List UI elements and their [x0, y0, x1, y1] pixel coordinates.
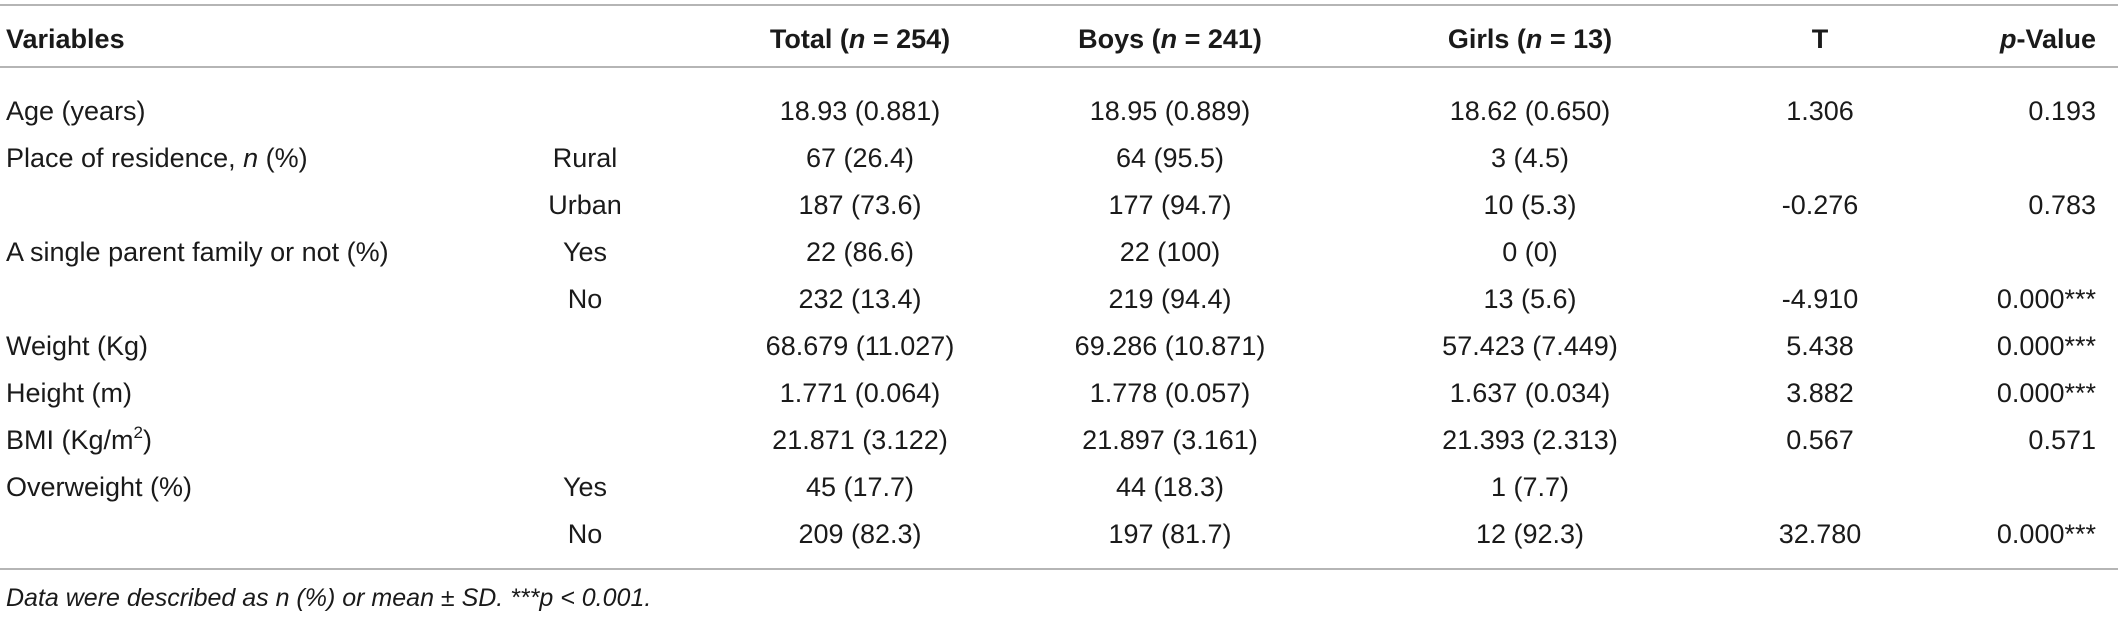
table-row: Place of residence, n (%) Rural 67 (26.4… [0, 135, 2118, 182]
row-total: 22 (86.6) [805, 237, 915, 267]
row-girls: 0 (0) [1502, 237, 1558, 267]
row-subgroup: Yes [562, 237, 608, 267]
row-total: 209 (82.3) [798, 519, 922, 549]
table-row: Urban 187 (73.6) 177 (94.7) 10 (5.3) -0.… [0, 182, 2118, 229]
row-girls: 21.393 (2.313) [1442, 425, 1618, 455]
row-boys: 69.286 (10.871) [1074, 331, 1266, 361]
row-subgroup: Urban [548, 190, 622, 220]
row-subgroup: No [567, 284, 603, 314]
row-subgroup: Yes [562, 472, 608, 502]
table-footnote: Data were described as n (%) or mean ± S… [6, 584, 652, 612]
table-row: No 232 (13.4) 219 (94.4) 13 (5.6) -4.910… [0, 276, 2118, 323]
row-girls: 1 (7.7) [1490, 472, 1570, 502]
row-p: 0.000*** [1996, 284, 2096, 314]
row-variable: Age (years) [6, 96, 146, 126]
header-p-value: p-Value [1999, 24, 2096, 54]
row-p: 0.783 [2028, 190, 2096, 220]
table-header-rule [0, 66, 2118, 68]
header-boys: Boys (n = 241) [1078, 24, 1262, 54]
row-total: 68.679 (11.027) [765, 331, 955, 361]
table-row: BMI (Kg/m2) 21.871 (3.122) 21.897 (3.161… [0, 417, 2118, 464]
row-t: 3.882 [1786, 378, 1854, 408]
row-variable: Height (m) [6, 378, 133, 408]
row-girls: 3 (4.5) [1490, 143, 1570, 173]
row-p: 0.000*** [1996, 519, 2096, 549]
table-row: A single parent family or not (%) Yes 22… [0, 229, 2118, 276]
row-variable: BMI (Kg/m2) [6, 423, 152, 455]
row-p: 0.193 [2028, 96, 2096, 126]
row-p: 0.000*** [1996, 331, 2096, 361]
row-boys: 64 (95.5) [1115, 143, 1225, 173]
row-total: 18.93 (0.881) [779, 96, 941, 126]
row-boys: 18.95 (0.889) [1089, 96, 1251, 126]
header-girls: Girls (n = 13) [1447, 24, 1613, 54]
row-t: -4.910 [1781, 284, 1859, 314]
row-boys: 21.897 (3.161) [1082, 425, 1258, 455]
row-subgroup: No [567, 519, 603, 549]
row-subgroup: Rural [552, 143, 618, 173]
row-variable: Weight (Kg) [6, 331, 149, 361]
row-total: 187 (73.6) [798, 190, 922, 220]
table-row: Age (years) 18.93 (0.881) 18.95 (0.889) … [0, 88, 2118, 135]
row-t: 5.438 [1786, 331, 1854, 361]
row-girls: 18.62 (0.650) [1449, 96, 1611, 126]
row-girls: 1.637 (0.034) [1449, 378, 1611, 408]
table-row: Height (m) 1.771 (0.064) 1.778 (0.057) 1… [0, 370, 2118, 417]
row-variable: Place of residence, n (%) [6, 143, 308, 173]
row-total: 21.871 (3.122) [772, 425, 948, 455]
row-total: 45 (17.7) [805, 472, 915, 502]
row-total: 67 (26.4) [805, 143, 915, 173]
row-variable: Overweight (%) [6, 472, 193, 502]
row-p: 0.000*** [1996, 378, 2096, 408]
row-girls: 13 (5.6) [1483, 284, 1577, 314]
row-boys: 22 (100) [1119, 237, 1221, 267]
table-bottom-rule [0, 568, 2118, 570]
header-variables: Variables [6, 24, 125, 54]
row-girls: 12 (92.3) [1475, 519, 1585, 549]
row-total: 1.771 (0.064) [779, 378, 941, 408]
table-top-rule [0, 4, 2118, 6]
row-boys: 197 (81.7) [1108, 519, 1232, 549]
row-boys: 44 (18.3) [1115, 472, 1225, 502]
row-boys: 219 (94.4) [1108, 284, 1232, 314]
row-total: 232 (13.4) [798, 284, 922, 314]
row-p: 0.571 [2028, 425, 2096, 455]
table-row: Overweight (%) Yes 45 (17.7) 44 (18.3) 1… [0, 464, 2118, 511]
row-t: -0.276 [1781, 190, 1859, 220]
row-t: 1.306 [1786, 96, 1854, 126]
row-boys: 1.778 (0.057) [1089, 378, 1251, 408]
table-header-row: Variables Total (n = 254) Boys (n = 241)… [0, 16, 2118, 63]
row-t: 32.780 [1778, 519, 1862, 549]
header-total: Total (n = 254) [769, 24, 951, 54]
row-girls: 10 (5.3) [1483, 190, 1577, 220]
row-boys: 177 (94.7) [1108, 190, 1232, 220]
table-row: No 209 (82.3) 197 (81.7) 12 (92.3) 32.78… [0, 511, 2118, 558]
header-t: T [1811, 24, 1829, 54]
row-variable: A single parent family or not (%) [6, 237, 389, 267]
row-girls: 57.423 (7.449) [1442, 331, 1618, 361]
table-row: Weight (Kg) 68.679 (11.027) 69.286 (10.8… [0, 323, 2118, 370]
row-t: 0.567 [1786, 425, 1854, 455]
